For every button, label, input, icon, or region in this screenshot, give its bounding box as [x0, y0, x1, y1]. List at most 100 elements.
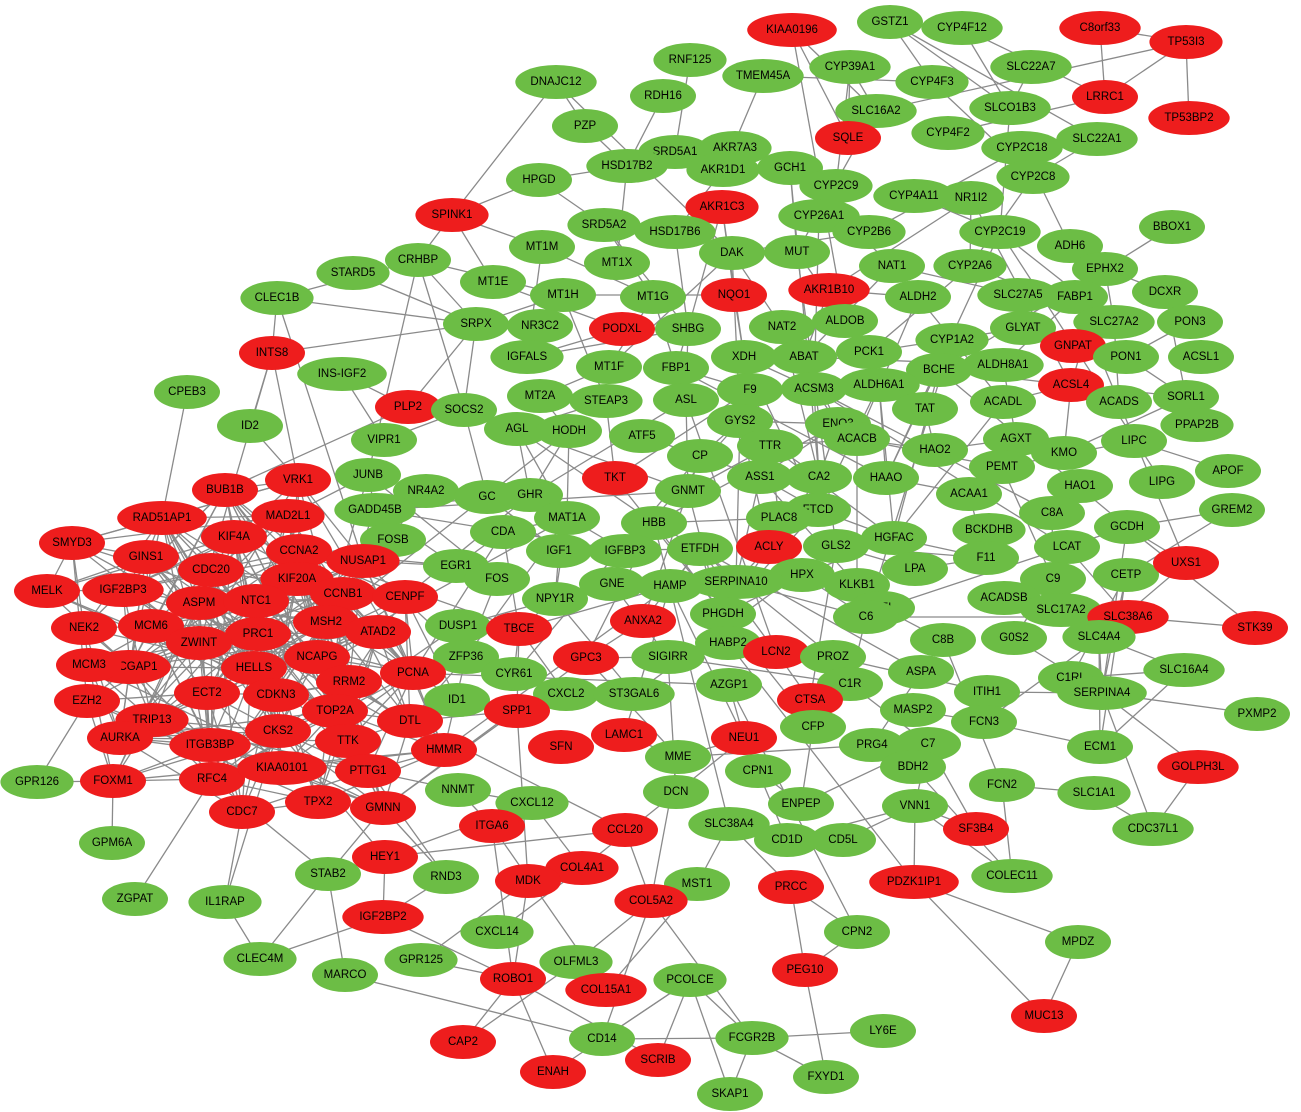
node-shape [593, 677, 675, 711]
node-label: TOP2A [316, 705, 354, 717]
node-label: CRHBP [398, 254, 439, 266]
node-label: CPN2 [842, 926, 873, 938]
node: ALDOB [812, 304, 878, 338]
node-shape [630, 79, 696, 113]
node: PCOLCE [653, 963, 727, 997]
node: SHBG [655, 312, 721, 346]
node-shape [697, 1077, 763, 1111]
node-label: ACADL [984, 396, 1023, 408]
node-label: SLC17A2 [1036, 604, 1085, 616]
node: LY6E [850, 1014, 916, 1048]
node: FOS [464, 562, 530, 596]
node-shape [591, 718, 657, 752]
node-shape [717, 373, 783, 407]
node-shape [637, 569, 703, 603]
node: TP53BP2 [1148, 101, 1230, 135]
node-shape [1057, 676, 1147, 710]
node-label: HSD17B6 [649, 226, 700, 238]
node-label: IL1RAP [205, 896, 245, 908]
node: SLC17A2 [1020, 593, 1102, 627]
node-label: ASPM [183, 597, 216, 609]
node-label: ASS1 [745, 471, 774, 483]
node: CENPF [372, 580, 438, 614]
node: IGF2BP2 [342, 900, 424, 934]
node-label: MAD2L1 [266, 510, 311, 522]
node-shape [850, 1014, 916, 1048]
node-shape [1129, 465, 1195, 499]
node-shape [315, 724, 381, 758]
node: LRRC1 [1072, 80, 1138, 114]
node-shape [1139, 210, 1205, 244]
node-shape [625, 1043, 691, 1077]
edge [224, 406, 409, 491]
node-label: DAK [720, 247, 744, 259]
node: OLFML3 [539, 945, 613, 979]
node-label: PON1 [1110, 351, 1141, 363]
node: MDK [495, 864, 561, 898]
node-label: SKAP1 [711, 1088, 748, 1100]
node-label: GNMT [671, 485, 705, 497]
node-shape [79, 826, 145, 860]
node-label: RND3 [430, 871, 461, 883]
node-label: HELLS [236, 662, 273, 674]
node-shape [118, 609, 184, 643]
node-shape [113, 540, 179, 574]
node-shape [873, 179, 955, 213]
node-shape [936, 477, 1002, 511]
node-label: MASP2 [894, 704, 933, 716]
node-label: DUSP1 [439, 620, 477, 632]
node-shape [312, 958, 378, 992]
edge [404, 494, 531, 598]
node-shape [1062, 620, 1136, 654]
node-shape [377, 704, 443, 738]
edge [791, 29, 849, 139]
node-shape [464, 562, 530, 596]
node-shape [667, 532, 733, 566]
node-shape [977, 278, 1059, 312]
node: FCGR2B [715, 1021, 789, 1055]
node-shape [526, 534, 592, 568]
node-shape [803, 529, 869, 563]
node-shape [906, 353, 972, 387]
node: CDKN3 [243, 678, 309, 712]
node: SLC38A4 [688, 807, 770, 841]
node-label: CFP [802, 721, 825, 733]
node: BCKDHB [952, 513, 1026, 547]
node: CXCL2 [533, 677, 599, 711]
node: GINS1 [113, 540, 179, 574]
node-label: INS-IGF2 [318, 368, 367, 380]
edge [603, 224, 689, 330]
node-label: PROZ [817, 651, 849, 663]
node-shape [586, 149, 668, 183]
node-label: ATAD2 [360, 626, 395, 638]
node-label: SLC4A4 [1078, 631, 1121, 643]
node-shape [293, 605, 359, 639]
node: ROBO1 [480, 962, 546, 996]
node-label: GLS2 [821, 540, 850, 552]
node: GPM6A [79, 826, 145, 860]
node-label: COLEC11 [986, 870, 1038, 882]
node-shape [237, 751, 327, 785]
node: CD5L [810, 823, 876, 857]
node-label: BCKDHB [965, 524, 1013, 536]
node-label: AGXT [1000, 433, 1031, 445]
node: HAO1 [1047, 469, 1113, 503]
node-label: BUB1B [206, 484, 244, 496]
node-label: GNE [600, 578, 625, 590]
node: SMYD3 [39, 526, 105, 560]
node-label: GSTZ1 [871, 16, 908, 28]
node-shape [781, 372, 847, 406]
node-shape [1199, 493, 1265, 527]
node: CDC7 [209, 795, 275, 829]
node-shape [655, 312, 721, 346]
node-label: TRIP13 [133, 714, 172, 726]
node-label: CKS2 [263, 725, 293, 737]
node-label: TP53BP2 [1164, 112, 1213, 124]
node-label: FOXM1 [93, 775, 133, 787]
node-shape [592, 813, 658, 847]
node-label: ZFP36 [449, 651, 484, 663]
node-label: CCNA2 [280, 545, 319, 557]
node-label: TP53I3 [1167, 36, 1204, 48]
node: MARCO [312, 958, 378, 992]
node: SOCS2 [431, 393, 497, 427]
